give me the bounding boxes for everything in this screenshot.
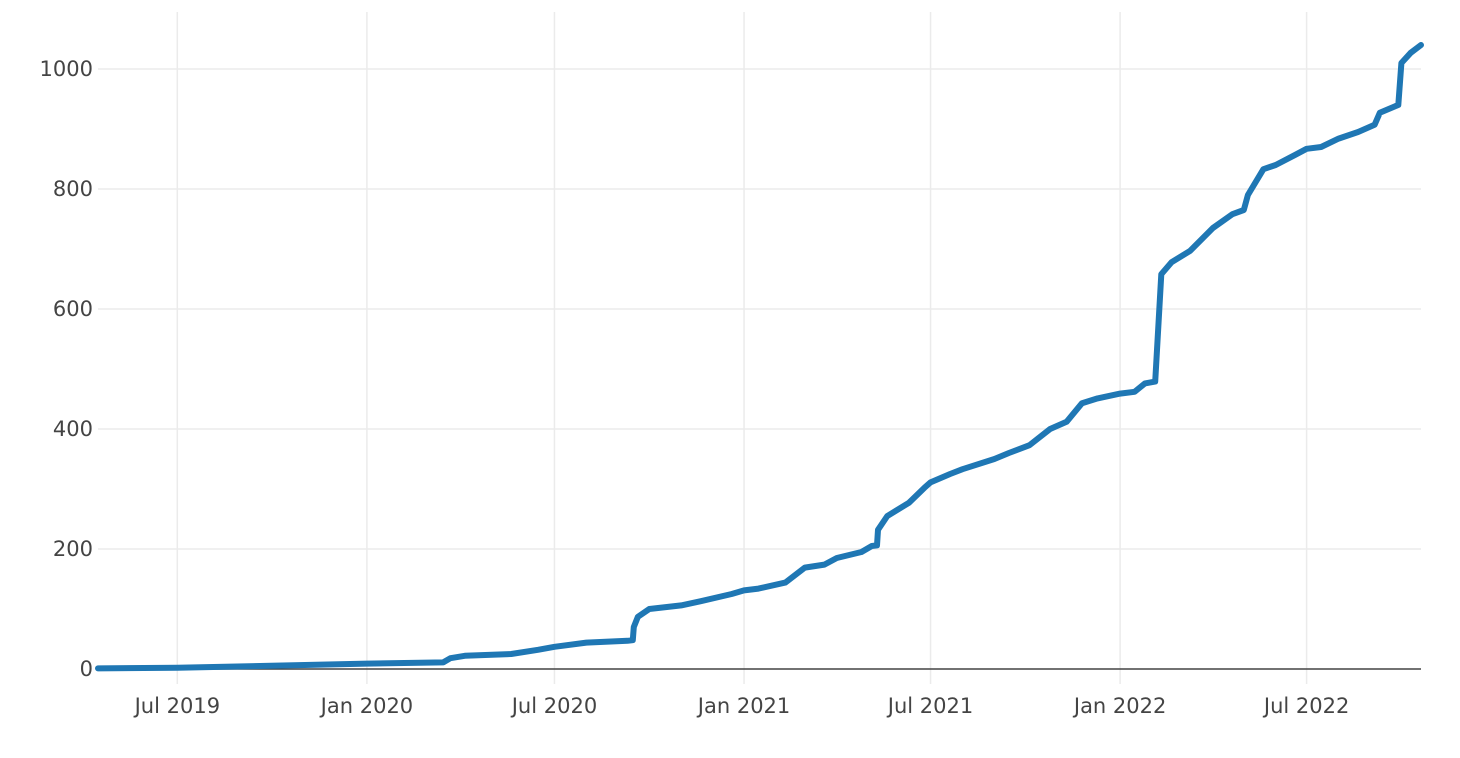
x-tick-label: Jan 2020 <box>319 694 414 718</box>
x-tick-label: Jan 2021 <box>696 694 791 718</box>
series-layer <box>95 42 1424 672</box>
x-tick-label: Jul 2019 <box>133 694 220 718</box>
x-tick-label: Jul 2021 <box>886 694 973 718</box>
y-tick-label: 400 <box>53 417 93 441</box>
x-tick-label: Jul 2020 <box>510 694 597 718</box>
grid-lines <box>98 12 1421 684</box>
y-axis-tick-labels: 0 200 400 600 800 1000 <box>40 57 93 681</box>
series-line <box>95 42 1424 672</box>
y-tick-label: 1000 <box>40 57 93 81</box>
x-tick-label: Jan 2022 <box>1072 694 1167 718</box>
y-tick-label: 200 <box>53 537 93 561</box>
x-axis-tick-labels: Jul 2019 Jan 2020 Jul 2020 Jan 2021 Jul 2021… <box>133 694 1350 718</box>
y-tick-label: 0 <box>80 657 93 681</box>
y-tick-label: 800 <box>53 177 93 201</box>
x-tick-label: Jul 2022 <box>1262 694 1349 718</box>
y-tick-label: 600 <box>53 297 93 321</box>
